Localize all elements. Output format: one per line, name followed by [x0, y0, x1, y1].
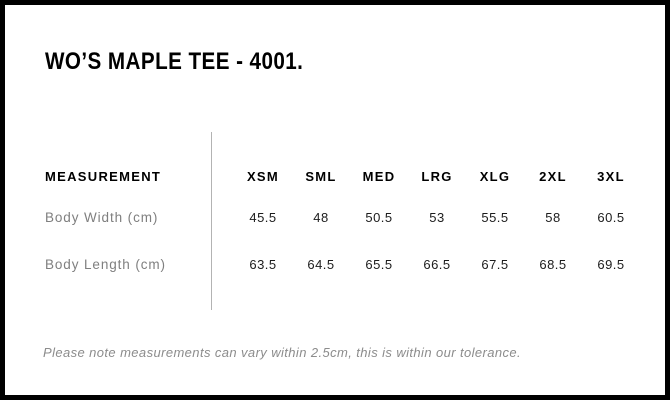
- table-cell-body-length-xlg: 67.5: [481, 257, 509, 272]
- table-cell-body-width-2xl: 58: [545, 210, 561, 225]
- column-header-measurement: MEASUREMENT: [45, 169, 162, 184]
- table-header-row: MEASUREMENT XSM SML MED LRG XLG 2XL 3XL: [45, 169, 640, 185]
- table-row-body-width: Body Width (cm) 45.5 48 50.5 53 55.5 58 …: [45, 210, 640, 226]
- table-cell-body-length-2xl: 68.5: [539, 257, 567, 272]
- page-title: WO’S MAPLE TEE - 4001.: [45, 48, 304, 75]
- column-header-med: MED: [362, 169, 396, 184]
- table-cell-body-length-xsm: 63.5: [249, 257, 277, 272]
- table-cell-body-length-3xl: 69.5: [597, 257, 625, 272]
- column-header-sml: SML: [305, 169, 337, 184]
- table-cell-body-width-med: 50.5: [365, 210, 393, 225]
- table-cell-body-length-lrg: 66.5: [423, 257, 451, 272]
- column-header-3xl: 3XL: [597, 169, 625, 184]
- table-cell-body-width-lrg: 53: [429, 210, 445, 225]
- table-cell-body-width-xsm: 45.5: [249, 210, 277, 225]
- table-cell-body-width-xlg: 55.5: [481, 210, 509, 225]
- column-header-lrg: LRG: [421, 169, 453, 184]
- column-header-2xl: 2XL: [539, 169, 567, 184]
- table-cell-body-width-sml: 48: [313, 210, 329, 225]
- column-header-xlg: XLG: [479, 169, 511, 184]
- row-label-body-width: Body Width (cm): [45, 210, 159, 225]
- table-cell-body-length-sml: 64.5: [307, 257, 335, 272]
- tolerance-note: Please note measurements can vary within…: [43, 345, 522, 360]
- row-label-body-length: Body Length (cm): [45, 257, 166, 272]
- table-cell-body-width-3xl: 60.5: [597, 210, 625, 225]
- column-divider: [211, 132, 212, 310]
- column-header-xsm: XSM: [246, 169, 280, 184]
- table-cell-body-length-med: 65.5: [365, 257, 393, 272]
- table-row-body-length: Body Length (cm) 63.5 64.5 65.5 66.5 67.…: [45, 257, 640, 273]
